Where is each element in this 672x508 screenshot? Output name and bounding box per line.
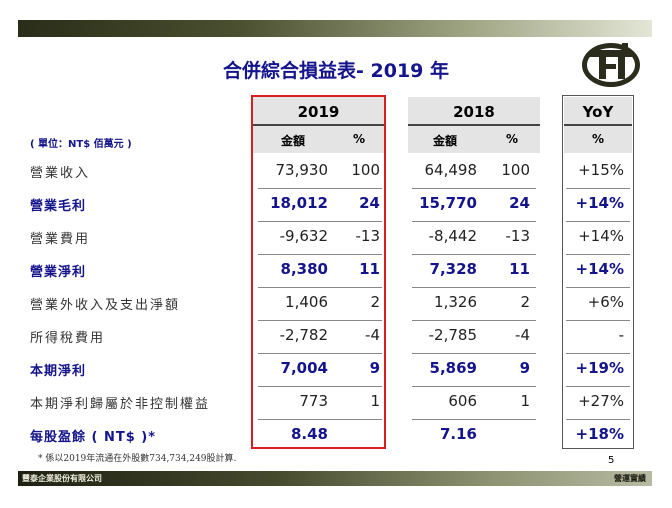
cell-p19: 2 xyxy=(370,293,380,311)
footer-section-name: 營運實績 xyxy=(614,474,646,483)
cell-a18: 64,498 xyxy=(424,161,478,179)
row-label: 營業費用 xyxy=(30,232,91,247)
row-divider xyxy=(566,254,630,255)
header-band xyxy=(18,20,652,37)
cell-yoy: - xyxy=(618,326,624,344)
sub-pct-2018: % xyxy=(505,132,519,146)
cell-p18: 11 xyxy=(509,260,530,278)
cell-yoy: +18% xyxy=(575,425,624,443)
row-divider xyxy=(258,188,382,189)
cell-p18: 2 xyxy=(520,293,530,311)
sub-pct-2019: % xyxy=(352,132,366,146)
row-divider xyxy=(412,353,536,354)
row-divider xyxy=(258,353,382,354)
cell-a19: -9,632 xyxy=(279,227,328,245)
row-label: 本期淨利歸屬於非控制權益 xyxy=(30,397,211,412)
cell-a19: 8,380 xyxy=(280,260,328,278)
cell-p19: 24 xyxy=(359,194,380,212)
row-divider xyxy=(258,320,382,321)
cell-p19: -13 xyxy=(355,227,381,245)
row-divider xyxy=(258,386,382,387)
cell-a19: 1,406 xyxy=(285,293,328,311)
row-divider xyxy=(566,221,630,222)
cell-p18: 24 xyxy=(509,194,530,212)
cell-a18: 7.16 xyxy=(439,425,477,443)
footnote: * 係以2019年流通在外股數734,734,249股計算. xyxy=(38,454,237,464)
row-divider xyxy=(566,287,630,288)
row-divider xyxy=(566,188,630,189)
cell-yoy: +15% xyxy=(578,161,624,179)
page-title: 合併綜合損益表- 2019 年 xyxy=(223,60,449,82)
row-divider xyxy=(412,254,536,255)
col-header-2019: 2019 xyxy=(297,103,340,121)
cell-a19: 18,012 xyxy=(270,194,328,212)
row-divider xyxy=(412,287,536,288)
row-label: 營業淨利 xyxy=(30,265,87,280)
cell-a18: 1,326 xyxy=(434,293,477,311)
row-label: 每股盈餘 ( NT$ )* xyxy=(30,430,157,445)
company-logo xyxy=(582,43,640,87)
cell-a19: 7,004 xyxy=(280,359,328,377)
header-divider-yoy xyxy=(564,124,632,126)
row-divider xyxy=(566,320,630,321)
row-label: 所得稅費用 xyxy=(30,331,106,346)
cell-a18: 15,770 xyxy=(419,194,477,212)
cell-p19: 1 xyxy=(370,392,380,410)
cell-yoy: +19% xyxy=(575,359,624,377)
sub-amount-2018: 金額 xyxy=(432,134,457,148)
yoy-box xyxy=(562,95,634,449)
col-header-2018: 2018 xyxy=(453,103,495,121)
cell-yoy: +14% xyxy=(575,194,624,212)
cell-a18: 7,328 xyxy=(429,260,477,278)
cell-a19: 8.48 xyxy=(290,425,328,443)
sub-amount-2019: 金額 xyxy=(280,134,305,148)
cell-p18: 9 xyxy=(519,359,530,377)
row-divider xyxy=(412,419,536,420)
row-divider xyxy=(258,221,382,222)
row-divider xyxy=(258,419,382,420)
cell-p19: 100 xyxy=(351,161,380,179)
header-divider-2018 xyxy=(408,124,540,126)
cell-a18: -2,785 xyxy=(428,326,477,344)
cell-a19: 73,930 xyxy=(275,161,329,179)
footer-company-name: 豐泰企業股份有限公司 xyxy=(22,474,102,483)
cell-p18: 100 xyxy=(501,161,530,179)
cell-p18: 1 xyxy=(520,392,530,410)
cell-yoy: +14% xyxy=(575,260,624,278)
cell-p18: -4 xyxy=(515,326,530,344)
cell-a18: -8,442 xyxy=(428,227,477,245)
cell-p19: 11 xyxy=(359,260,380,278)
cell-p18: -13 xyxy=(505,227,531,245)
header-divider-2019 xyxy=(253,124,384,126)
row-label: 營業收入 xyxy=(30,166,91,181)
row-divider xyxy=(566,353,630,354)
row-label: 營業毛利 xyxy=(30,199,87,214)
row-divider xyxy=(412,320,536,321)
cell-a18: 5,869 xyxy=(429,359,477,377)
sub-pct-yoy: % xyxy=(591,132,605,146)
cell-yoy: +27% xyxy=(578,392,624,410)
row-divider xyxy=(412,188,536,189)
cell-p19: 9 xyxy=(369,359,380,377)
unit-note: ( 單位：NT$ 佰萬元 ) xyxy=(30,139,132,150)
cell-p19: -4 xyxy=(365,326,380,344)
highlight-2019-box xyxy=(251,95,386,449)
cell-yoy: +14% xyxy=(578,227,624,245)
row-divider xyxy=(258,254,382,255)
row-divider xyxy=(412,386,536,387)
cell-a19: -2,782 xyxy=(279,326,328,344)
cell-a18: 606 xyxy=(448,392,477,410)
cell-yoy: +6% xyxy=(587,293,624,311)
page-number: 5 xyxy=(608,455,615,466)
footer-band xyxy=(18,471,652,486)
row-divider xyxy=(566,386,630,387)
row-divider xyxy=(258,287,382,288)
row-divider xyxy=(412,221,536,222)
row-label: 營業外收入及支出淨額 xyxy=(30,298,181,313)
col-header-yoy: YoY xyxy=(582,103,614,121)
row-divider xyxy=(566,419,630,420)
row-label: 本期淨利 xyxy=(30,364,87,379)
cell-a19: 773 xyxy=(299,392,328,410)
